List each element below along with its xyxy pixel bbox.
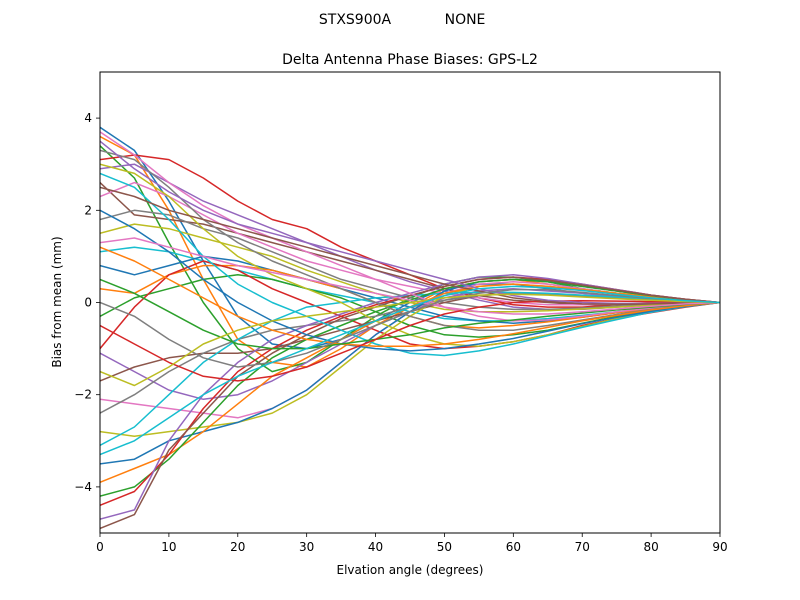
- series-line-26: [100, 276, 720, 530]
- y-tick-label: 0: [84, 296, 92, 310]
- y-tick-label: 4: [84, 111, 92, 125]
- series-line-31: [100, 209, 720, 352]
- series-line-35: [100, 140, 720, 305]
- x-tick-label: 10: [161, 540, 176, 554]
- series-line-40: [100, 285, 720, 456]
- series-line-39: [100, 293, 720, 387]
- y-tick-label: 2: [84, 203, 92, 217]
- x-tick-label: 40: [368, 540, 383, 554]
- x-tick-label: 30: [299, 540, 314, 554]
- y-tick-label: −4: [74, 480, 92, 494]
- figure-suptitle-right: NONE: [445, 12, 486, 28]
- x-tick-label: 90: [712, 540, 727, 554]
- series-layer: [100, 126, 720, 530]
- y-axis: −4 −2 0 2 4: [74, 111, 100, 494]
- x-tick-label: 50: [437, 540, 452, 554]
- y-tick-label: −2: [74, 388, 92, 402]
- x-axis-label: Elvation angle (degrees): [337, 563, 484, 577]
- series-line-33: [100, 278, 720, 350]
- chart-title: Delta Antenna Phase Biases: GPS-L2: [282, 52, 538, 68]
- series-line-37: [100, 237, 720, 315]
- series-line-38: [100, 288, 720, 368]
- x-tick-label: 80: [643, 540, 658, 554]
- x-tick-label: 60: [506, 540, 521, 554]
- series-line-36: [100, 186, 720, 306]
- x-axis: 0 10 20 30 40 50 60 70 80 90: [96, 533, 728, 554]
- series-line-27: [100, 131, 720, 322]
- series-line-32: [100, 246, 720, 348]
- x-tick-label: 0: [96, 540, 104, 554]
- series-line-34: [100, 299, 720, 382]
- y-axis-label: Bias from mean (mm): [50, 236, 64, 367]
- x-tick-label: 20: [230, 540, 245, 554]
- x-tick-label: 70: [575, 540, 590, 554]
- figure-suptitle-left: STXS900A: [319, 12, 392, 28]
